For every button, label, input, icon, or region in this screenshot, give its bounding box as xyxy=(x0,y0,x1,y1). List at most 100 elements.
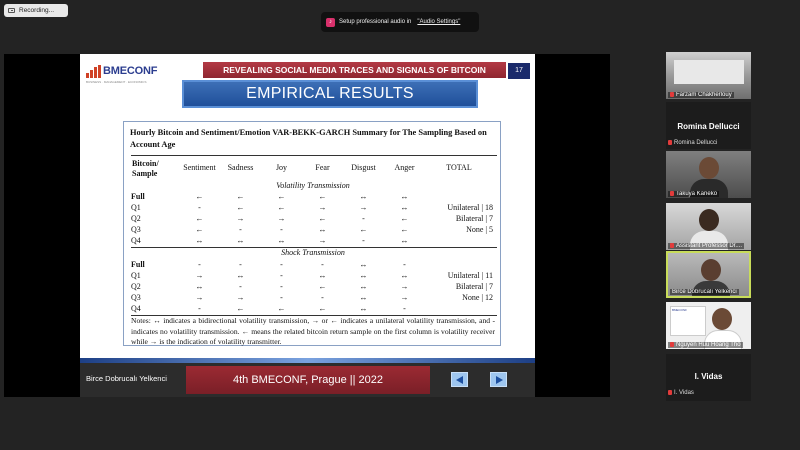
row-label: Q3 xyxy=(131,225,141,234)
transmission-cell: - xyxy=(198,203,201,212)
row-label: Q2 xyxy=(131,282,141,291)
transmission-cell: - xyxy=(280,282,283,291)
active-speaker-tile[interactable]: Birce Dobrucalı Yelkenci xyxy=(666,251,751,298)
participant-display-name: I. Vidas xyxy=(694,372,723,381)
slide-footer: Birce Dobrucalı Yelkenci 4th BMECONF, Pr… xyxy=(80,363,535,397)
recording-indicator[interactable]: Recording... xyxy=(4,4,68,17)
table-row: Q1 - ← ← → → ↔ Unilateral | 18 xyxy=(131,202,499,213)
header-joy: Joy xyxy=(275,163,288,172)
transmission-cell: ← xyxy=(277,304,286,313)
conference-banner-image: BMECONF xyxy=(670,306,706,336)
header-fear: Fear xyxy=(315,163,330,172)
table-rule-top xyxy=(131,155,497,156)
transmission-cell: → xyxy=(195,271,204,280)
transmission-cell: ← xyxy=(277,192,286,201)
participant-display-name: Romina Dellucci xyxy=(677,122,740,131)
transmission-cell: - xyxy=(362,214,365,223)
transmission-cell: - xyxy=(403,260,406,269)
total-cell: Unilateral | 11 xyxy=(447,271,493,280)
participant-tile[interactable]: Takuya Kaneko xyxy=(666,151,751,198)
audio-banner-text: Setup professional audio in xyxy=(339,19,412,25)
logo-bars-icon xyxy=(86,65,101,78)
transmission-cell: → xyxy=(277,214,286,223)
participant-name: Farzam Chakherlouy xyxy=(668,92,734,98)
header-bitcoin-sample: Bitcoin/ Sample xyxy=(132,159,159,178)
transmission-cell: - xyxy=(321,260,324,269)
transmission-cell: → xyxy=(359,203,368,212)
transmission-cell: ↔ xyxy=(400,203,409,212)
mic-muted-icon xyxy=(670,243,674,248)
transmission-cell: ↔ xyxy=(359,271,368,280)
transmission-cell: - xyxy=(362,236,365,245)
total-cell xyxy=(425,303,499,314)
participant-name: Assistant Professor Dr.... xyxy=(668,243,745,249)
row-label: Q4 xyxy=(131,236,141,245)
participant-name: Nguyen Huu Hoang Tho xyxy=(668,342,743,348)
transmission-cell: ← xyxy=(195,225,204,234)
total-cell: Bilateral | 7 xyxy=(455,214,493,223)
next-slide-button[interactable] xyxy=(490,372,507,387)
transmission-cell: → xyxy=(236,214,245,223)
header-sadness: Sadness xyxy=(227,163,254,172)
row-label: Q3 xyxy=(131,293,141,302)
transmission-cell: - xyxy=(280,225,283,234)
music-note-icon: ♪ xyxy=(326,17,335,27)
participant-tile-no-video[interactable]: I. Vidas I. Vidas xyxy=(666,354,751,401)
transmission-cell: ↔ xyxy=(359,192,368,201)
mic-muted-icon xyxy=(670,342,674,347)
footer-stripe xyxy=(80,358,535,363)
audio-settings-banner: ♪ Setup professional audio in "Audio Set… xyxy=(321,12,479,32)
table-row: Q2 ↔ - - ← ↔ → Bilateral | 7 xyxy=(131,281,499,292)
participant-video xyxy=(701,259,721,281)
transmission-cell: ↔ xyxy=(400,192,409,201)
transmission-cell: ← xyxy=(236,304,245,313)
mic-muted-icon xyxy=(670,191,674,196)
participant-name: Birce Dobrucalı Yelkenci xyxy=(670,289,739,295)
transmission-cell: ↔ xyxy=(400,236,409,245)
participant-name: I. Vidas xyxy=(668,390,694,396)
table-notes: Notes: ↔ indicates a bidirectional volat… xyxy=(131,316,495,346)
previous-slide-button[interactable] xyxy=(451,372,468,387)
mic-muted-icon xyxy=(668,140,672,145)
mic-muted-icon xyxy=(668,390,672,395)
row-label: Q1 xyxy=(131,271,141,280)
participant-tile[interactable]: BMECONF Nguyen Huu Hoang Tho xyxy=(666,302,751,349)
total-cell xyxy=(425,259,499,270)
participant-tile[interactable]: Farzam Chakherlouy xyxy=(666,52,751,99)
table-row: Q2 ← → → ← - ← Bilateral | 7 xyxy=(131,213,499,224)
transmission-cell: ↔ xyxy=(318,225,327,234)
table-row: Q4 ↔ ↔ ↔ → - ↔ xyxy=(131,235,499,246)
participant-tile-no-video[interactable]: Romina Dellucci Romina Dellucci xyxy=(666,102,751,149)
transmission-cell: - xyxy=(280,293,283,302)
table-rule-bottom xyxy=(131,315,497,316)
transmission-cell: ← xyxy=(400,225,409,234)
table-row: Q1 → ↔ - ↔ ↔ ↔ Unilateral | 11 xyxy=(131,270,499,281)
transmission-cell: - xyxy=(239,260,242,269)
mic-muted-icon xyxy=(670,92,674,97)
recording-label: Recording... xyxy=(19,7,55,14)
participant-name: Takuya Kaneko xyxy=(668,191,720,197)
slide-page-number: 17 xyxy=(508,63,530,79)
transmission-cell: ↔ xyxy=(359,282,368,291)
transmission-cell: ↔ xyxy=(236,271,245,280)
header-total: TOTAL xyxy=(446,163,472,172)
transmission-cell: ← xyxy=(318,282,327,291)
total-cell xyxy=(425,191,499,202)
audio-settings-link[interactable]: "Audio Settings" xyxy=(417,19,461,25)
transmission-cell: ↔ xyxy=(236,236,245,245)
shock-table: Full - - - - ↔ - Q1 → ↔ - ↔ ↔ ↔ Unilateral | 11 Q2 ↔ - - ← ↔… xyxy=(131,259,499,314)
transmission-cell: ← xyxy=(195,214,204,223)
transmission-cell: ← xyxy=(236,192,245,201)
shared-screen: BMECONF BUSINESS · MANAGEMENT · ECONOMIC… xyxy=(4,54,610,397)
participant-tile[interactable]: Assistant Professor Dr.... xyxy=(666,203,751,250)
table-row: Full ← ← ← ← ↔ ↔ xyxy=(131,191,499,202)
total-cell: None | 5 xyxy=(466,225,493,234)
transmission-cell: ← xyxy=(277,203,286,212)
room-video xyxy=(674,60,744,84)
bmeconf-logo: BMECONF BUSINESS · MANAGEMENT · ECONOMIC… xyxy=(86,64,174,86)
footer-conference: 4th BMECONF, Prague || 2022 xyxy=(186,366,430,394)
footer-presenter: Birce Dobrucalı Yelkenci xyxy=(86,374,167,383)
transmission-cell: ↔ xyxy=(359,260,368,269)
total-cell xyxy=(425,235,499,246)
volatility-table: Full ← ← ← ← ↔ ↔ Q1 - ← ← → → ↔ Unilateral | 18 Q2 ← → → ← -… xyxy=(131,191,499,246)
